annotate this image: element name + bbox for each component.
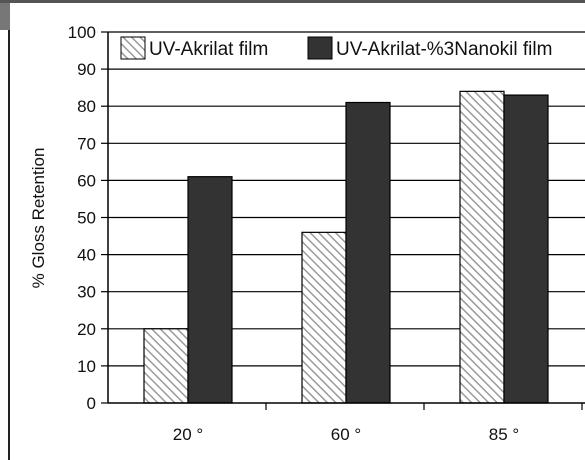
y-tick-label: 10 xyxy=(77,357,96,376)
y-tick-label: 60 xyxy=(77,171,96,190)
y-tick-label: 50 xyxy=(77,209,96,228)
y-tick-label: 90 xyxy=(77,60,96,79)
bar-series-1-3 xyxy=(459,90,505,404)
legend-swatch-series-2 xyxy=(307,36,333,60)
legend-label-series-1: UV-Akrilat film xyxy=(149,39,268,60)
top-border xyxy=(0,0,585,3)
legend-label-series-2: UV-Akrilat-%3Nanokil film xyxy=(336,39,552,60)
y-tick-label: 20 xyxy=(77,320,96,339)
y-tick-label: 0 xyxy=(87,394,96,413)
legend-swatch-series-1 xyxy=(120,36,146,60)
bar-series-1-1 xyxy=(143,328,189,404)
y-tick-label: 40 xyxy=(77,246,96,265)
left-border xyxy=(8,30,10,460)
y-tick-label: 30 xyxy=(77,283,96,302)
bar-series-2-2 xyxy=(345,101,391,404)
bars xyxy=(143,90,549,404)
x-category-label: 20 ° xyxy=(173,425,203,444)
y-axis-title: % Gloss Retention xyxy=(29,148,48,289)
axes: 0 10 20 30 40 50 60 70 80 90 100 20 ° 60 ° 85 ° xyxy=(68,23,585,444)
legend: UV-Akrilat film UV-Akrilat-%3Nanokil fil… xyxy=(120,36,552,60)
bar-series-2-3 xyxy=(503,94,549,404)
bar-series-1-2 xyxy=(301,231,347,404)
y-tick-label: 80 xyxy=(77,97,96,116)
x-category-label: 60 ° xyxy=(331,425,361,444)
y-tick-label: 100 xyxy=(68,23,96,42)
corner-tab xyxy=(0,3,10,30)
bar-series-2-1 xyxy=(187,176,233,404)
y-tick-label: 70 xyxy=(77,134,96,153)
x-category-label: 85 ° xyxy=(489,425,519,444)
